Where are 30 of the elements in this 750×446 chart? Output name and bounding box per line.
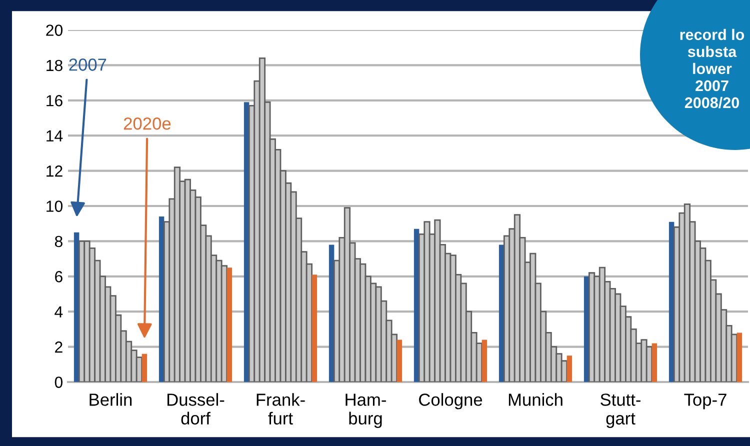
x-tick-label: Top-7 — [684, 394, 726, 410]
bar — [312, 274, 318, 382]
y-tick-label: 20 — [46, 24, 63, 36]
bar — [736, 332, 742, 382]
x-tick-label: Stutt- gart — [600, 394, 640, 428]
bar — [482, 340, 488, 382]
annotation: record lo substa lower 2007 2008/20 — [680, 28, 744, 108]
bar — [566, 356, 572, 382]
y-tick-label: 16 — [46, 95, 62, 106]
annotation: 2007 — [69, 58, 106, 71]
y-tick-label: 0 — [54, 376, 63, 388]
x-tick-label: Frank- furt — [256, 393, 305, 425]
bar — [226, 268, 232, 382]
y-tick-label: 8 — [54, 236, 62, 248]
y-tick-label: 2 — [55, 341, 62, 353]
bar — [396, 340, 402, 382]
y-tick-label: 18 — [46, 60, 62, 72]
y-tick-label: 10 — [46, 200, 63, 212]
x-tick-label: Ham- burg — [346, 394, 386, 428]
bar — [652, 343, 658, 382]
y-tick-label: 14 — [46, 130, 63, 142]
annotation: 2020e — [124, 117, 171, 130]
x-tick-label: Berlin — [90, 393, 132, 406]
x-tick-label: Munich — [508, 393, 562, 406]
y-tick-label: 6 — [55, 271, 62, 282]
bar — [142, 354, 148, 382]
x-tick-label: Dussel- dorf — [168, 393, 224, 425]
y-tick-label: 4 — [54, 306, 63, 318]
y-tick-label: 12 — [46, 165, 62, 177]
x-tick-label: Cologne — [419, 393, 482, 410]
